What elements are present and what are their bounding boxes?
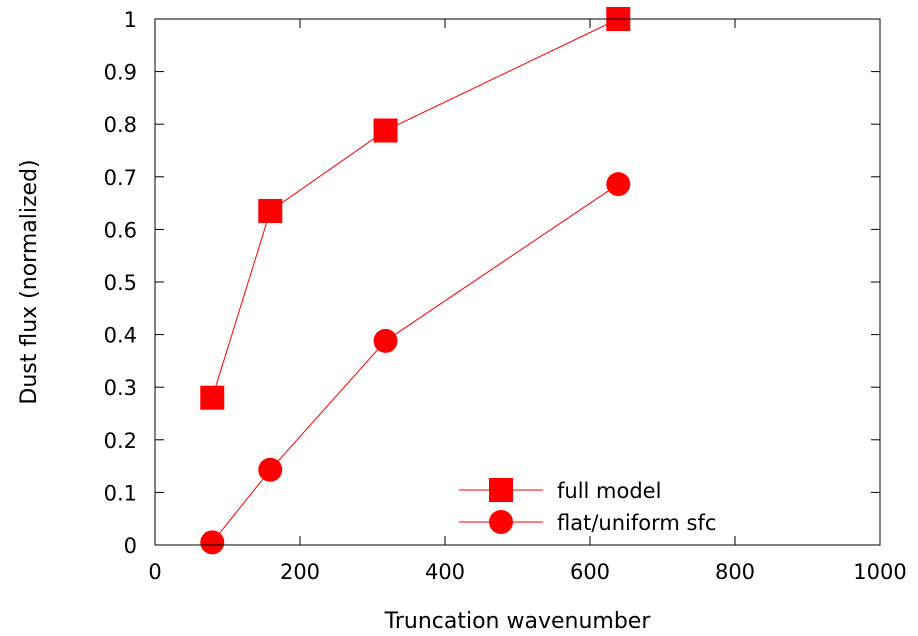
series-line [211,18,619,398]
y-tick-label: 1 [124,8,137,32]
data-point [258,457,283,482]
y-axis-ticks: 0 0.1 0.2 0.3 0.4 0.5 0.6 0.7 0.8 0.9 1 [104,8,880,558]
x-axis-title: Truncation wavenumber [384,609,652,634]
legend-entry: flat/uniform sfc [459,510,716,535]
x-tick-label: 1000 [853,560,906,584]
data-point [200,385,225,410]
y-tick-label: 0.6 [104,218,137,242]
y-tick-label: 0.5 [104,271,137,295]
x-tick-label: 400 [425,560,465,584]
y-tick-label: 0.4 [104,324,137,348]
legend-label: full model [557,479,661,503]
x-tick-label: 0 [148,560,161,584]
x-tick-label: 600 [570,560,610,584]
series-flat-uniform-sfc [200,172,631,555]
legend-circle-marker [489,510,513,534]
legend-square-marker [489,478,513,502]
data-point [606,172,631,197]
y-axis-title: Dust flux (normalized) [17,159,42,404]
data-point [373,328,398,353]
legend-entry: full model [459,478,661,503]
y-tick-label: 0.8 [104,113,137,137]
y-tick-label: 0.3 [104,376,137,400]
plot-frame [154,18,881,546]
series-layer [200,7,631,555]
y-tick-label: 0.7 [104,166,137,190]
y-tick-label: 0.1 [104,481,137,505]
x-tick-label: 200 [280,560,320,584]
x-tick-label: 800 [715,560,755,584]
data-point [258,198,283,223]
series-full-model [200,7,631,410]
y-tick-label: 0.9 [104,61,137,85]
data-point [373,118,398,143]
y-tick-label: 0.2 [104,429,137,453]
data-point [200,530,225,555]
legend-label: flat/uniform sfc [557,511,716,535]
y-tick-label: 0 [124,534,137,558]
legend: full model flat/uniform sfc [459,478,716,535]
x-axis-ticks: 0 200 400 600 800 1000 [148,19,907,584]
series-line [211,183,619,543]
